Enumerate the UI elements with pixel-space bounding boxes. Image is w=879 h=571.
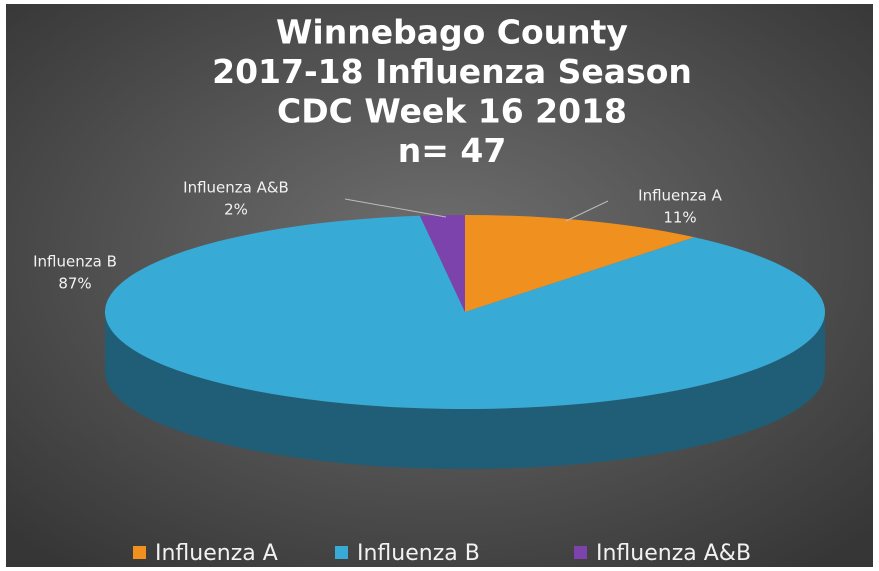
leader-line bbox=[565, 200, 609, 222]
pie bbox=[104, 215, 825, 469]
legend-label: Influenza A bbox=[155, 541, 278, 566]
leader-line bbox=[344, 198, 447, 218]
legend-swatch bbox=[335, 546, 348, 559]
data-label-value: 2% bbox=[224, 201, 248, 219]
chart-title: CDC Week 16 2018 bbox=[277, 92, 627, 131]
legend-swatch bbox=[133, 546, 146, 559]
chart-title: 2017-18 Influenza Season bbox=[212, 52, 692, 91]
pie-side bbox=[105, 312, 825, 469]
chart-title: Winnebago County bbox=[276, 13, 628, 52]
chart-title: n= 47 bbox=[398, 131, 507, 170]
data-label-value: 87% bbox=[58, 275, 91, 293]
legend-swatch bbox=[574, 546, 587, 559]
data-label-name: Influenza B bbox=[33, 253, 117, 271]
data-label-name: Influenza A&B bbox=[183, 179, 289, 197]
data-labels: Influenza A 11% Influenza B 87% Influenza A&… bbox=[33, 179, 722, 293]
pie-slice bbox=[419, 215, 465, 312]
legend-label: Influenza A&B bbox=[596, 541, 751, 566]
pie-slice bbox=[465, 215, 695, 312]
data-label-value: 11% bbox=[663, 209, 696, 227]
pie-slice bbox=[104, 215, 825, 409]
legend-label: Influenza B bbox=[357, 541, 480, 566]
data-label-name: Influenza A bbox=[638, 187, 722, 205]
legend: Influenza A Influenza B Influenza A&B bbox=[133, 541, 751, 566]
